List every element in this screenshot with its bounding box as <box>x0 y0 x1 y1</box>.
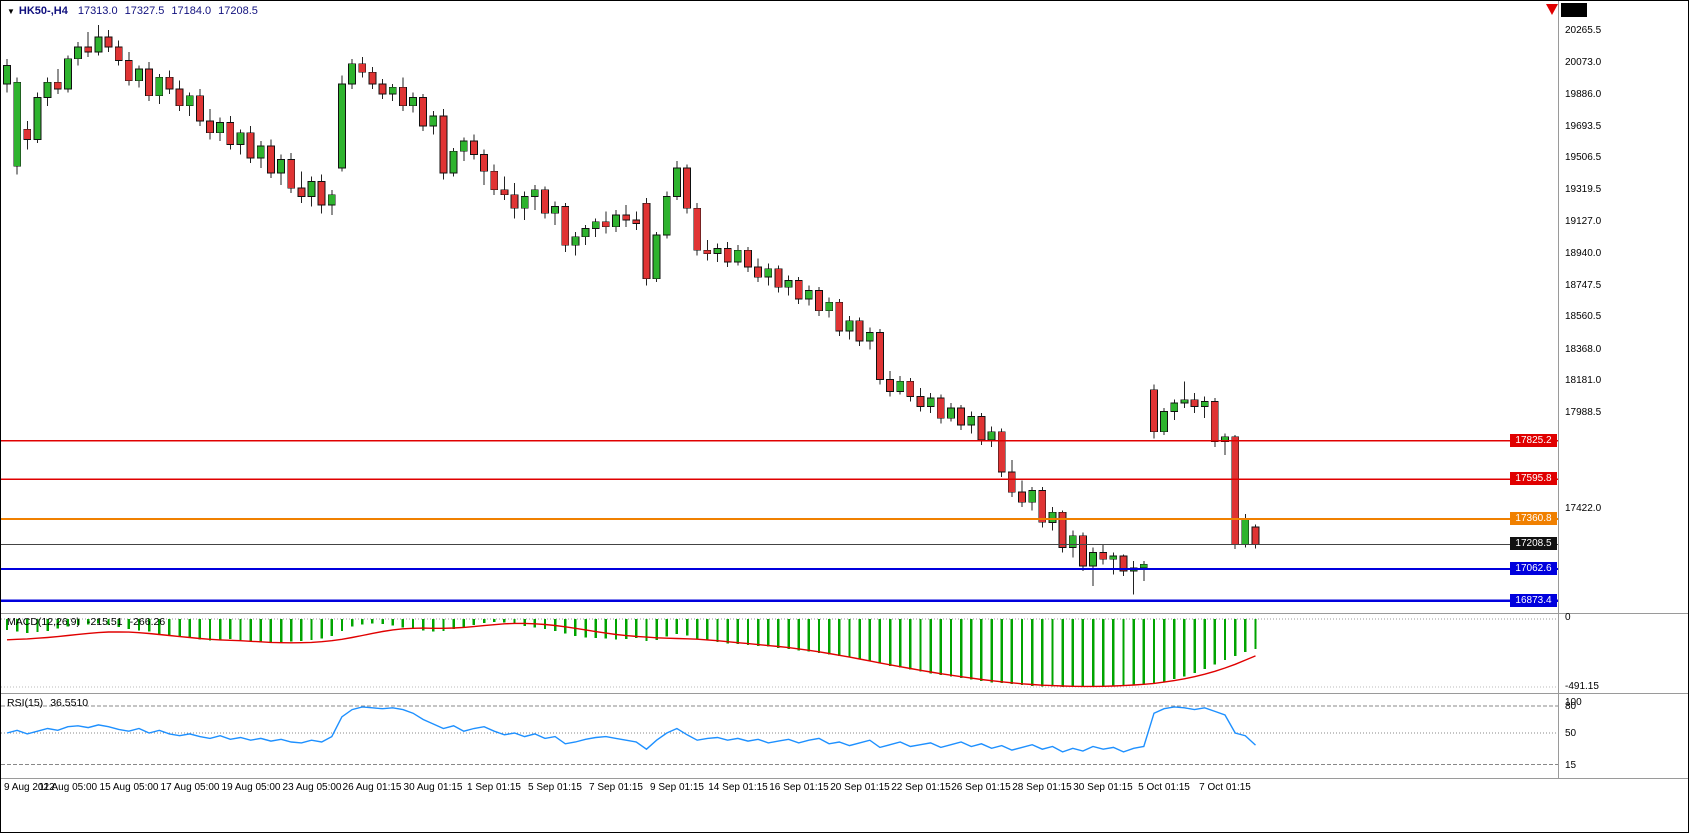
time-axis-label: 30 Aug 01:15 <box>403 782 463 793</box>
ohlc-high: 17327.5 <box>124 5 165 17</box>
price-axis-label: 19319.5 <box>1565 184 1602 195</box>
price-axis-label: 18368.0 <box>1565 344 1602 355</box>
price-axis[interactable]: 20265.5 20073.0 19886.0 19693.5 19506.5 19319… <box>1559 1 1688 778</box>
time-axis[interactable]: 9 Aug 2022 11 Aug 05:00 15 Aug 05:00 17 Aug… <box>1 779 1688 832</box>
macd-scale-zero: 0 <box>1565 612 1571 623</box>
time-axis-label: 14 Sep 01:15 <box>708 782 768 793</box>
time-axis-label: 15 Aug 05:00 <box>99 782 159 793</box>
ohlc-low: 17184.0 <box>171 5 212 17</box>
macd-value-signal: -266.26 <box>129 616 166 628</box>
time-axis-label: 26 Sep 01:15 <box>951 782 1011 793</box>
price-axis-label: 18747.5 <box>1565 280 1602 291</box>
price-tag: 17360.8 <box>1510 512 1557 525</box>
price-axis-label: 17422.0 <box>1565 503 1602 514</box>
time-axis-label: 5 Oct 01:15 <box>1138 782 1190 793</box>
price-axis-label: 18560.5 <box>1565 311 1602 322</box>
time-axis-label: 28 Sep 01:15 <box>1012 782 1072 793</box>
time-axis-label: 17 Aug 05:00 <box>160 782 220 793</box>
time-axis-label: 5 Sep 01:15 <box>528 782 582 793</box>
price-axis-border <box>1558 1 1559 778</box>
price-axis-label: 18940.0 <box>1565 248 1602 259</box>
price-tag: 17062.6 <box>1510 562 1557 575</box>
rsi-indicator-label: RSI(15) 36.5510 <box>7 697 95 709</box>
price-tag: 17595.8 <box>1510 472 1557 485</box>
time-axis-label: 23 Aug 05:00 <box>282 782 342 793</box>
macd-name: MACD(12,26,9) <box>7 616 80 628</box>
symbol-label: HK50-,H4 <box>18 5 68 17</box>
scale-corner-box <box>1561 3 1587 17</box>
rsi-scale-label: 80 <box>1565 701 1577 712</box>
rsi-scale-label: 50 <box>1565 728 1577 739</box>
chart-header: ▼ HK50-,H4 17313.0 17327.5 17184.0 17208.5 <box>7 5 265 17</box>
price-axis-label: 20265.5 <box>1565 25 1602 36</box>
time-axis-label: 7 Sep 01:15 <box>589 782 643 793</box>
ohlc-open: 17313.0 <box>77 5 118 17</box>
ohlc-close: 17208.5 <box>218 5 258 17</box>
price-axis-label: 17988.5 <box>1565 407 1602 418</box>
price-axis-label: 19693.5 <box>1565 121 1602 132</box>
time-axis-label: 22 Sep 01:15 <box>891 782 951 793</box>
price-tag: 17825.2 <box>1510 434 1557 447</box>
time-axis-label: 26 Aug 01:15 <box>342 782 402 793</box>
macd-indicator-label: MACD(12,26,9) -215.51 -266.26 <box>7 616 172 628</box>
macd-scale-min: -491.15 <box>1565 681 1599 692</box>
time-axis-label: 11 Aug 05:00 <box>38 782 98 793</box>
price-axis-label: 18181.0 <box>1565 375 1602 386</box>
time-axis-label: 9 Sep 01:15 <box>650 782 704 793</box>
price-tag: 16873.4 <box>1510 594 1557 607</box>
time-axis-label: 9 Aug 2022 <box>4 782 55 793</box>
price-axis-label: 19886.0 <box>1565 89 1602 100</box>
rsi-name: RSI(15) <box>7 697 44 709</box>
time-axis-border <box>1 778 1688 779</box>
pane-separator-macd[interactable] <box>1 613 1688 614</box>
price-axis-label: 20073.0 <box>1565 57 1602 68</box>
main-chart-pane[interactable] <box>1 1 1558 613</box>
time-axis-label: 16 Sep 01:15 <box>769 782 829 793</box>
price-axis-label: 19127.0 <box>1565 216 1602 227</box>
time-axis-label: 7 Oct 01:15 <box>1199 782 1251 793</box>
pane-separator-rsi[interactable] <box>1 693 1688 694</box>
rsi-scale-label: 100 <box>1565 697 1582 708</box>
time-axis-label: 19 Aug 05:00 <box>221 782 281 793</box>
symbol-dropdown-icon[interactable]: ▼ <box>7 7 15 16</box>
rsi-pane[interactable] <box>1 694 1558 778</box>
time-axis-label: 1 Sep 01:15 <box>467 782 521 793</box>
time-axis-label: 30 Sep 01:15 <box>1073 782 1133 793</box>
chart-shift-marker-icon[interactable] <box>1546 4 1558 15</box>
time-axis-label: 20 Sep 01:15 <box>830 782 890 793</box>
macd-pane[interactable] <box>1 614 1558 693</box>
price-axis-label: 19506.5 <box>1565 152 1602 163</box>
rsi-value: 36.5510 <box>50 697 89 709</box>
rsi-scale-label: 15 <box>1565 760 1577 771</box>
price-tag: 17208.5 <box>1510 537 1557 550</box>
macd-value-main: -215.51 <box>86 616 123 628</box>
